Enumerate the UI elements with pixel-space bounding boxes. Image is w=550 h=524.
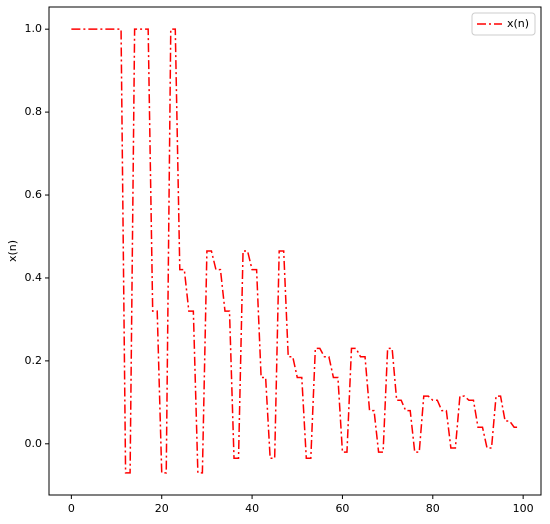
line [71, 28, 519, 474]
y-tick-label: 0.4 [25, 271, 43, 284]
y-tick-label: 0.0 [25, 437, 43, 450]
x-tick-label: 60 [335, 502, 349, 515]
x-tick-label: 40 [245, 502, 259, 515]
plot-frame [48, 6, 542, 496]
x-tick-label: 0 [68, 502, 75, 515]
y-tick-label: 0.8 [25, 105, 43, 118]
y-tick-label: 0.2 [25, 354, 43, 367]
y-tick-label: 1.0 [25, 22, 43, 35]
x-tick-label: 100 [513, 502, 534, 515]
legend-box [471, 12, 536, 36]
x-tick-label: 80 [426, 502, 440, 515]
x-tick-label: 20 [155, 502, 169, 515]
legend-label: x(n) [507, 17, 529, 30]
y-axis-label: x(n) [6, 240, 19, 262]
y-tick-label: 0.6 [25, 188, 43, 201]
